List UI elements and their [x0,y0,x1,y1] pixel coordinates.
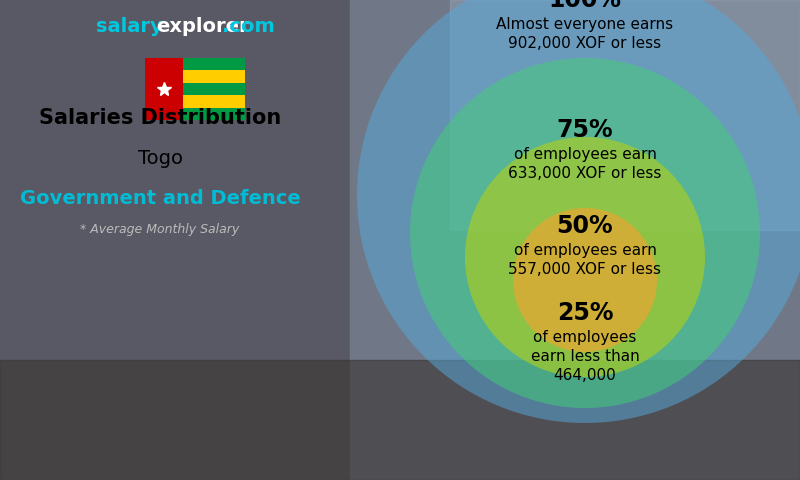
Text: 100%: 100% [549,0,622,12]
Circle shape [410,58,760,408]
Bar [0,360,800,480]
Text: 50%: 50% [557,214,614,238]
Text: 75%: 75% [557,118,614,142]
Bar [145,95,245,108]
Text: salary: salary [96,17,162,36]
Circle shape [357,0,800,423]
Bar [145,71,245,83]
Text: of employees
earn less than
464,000: of employees earn less than 464,000 [530,330,639,384]
Text: Salaries Distribution: Salaries Distribution [39,108,281,128]
Text: Togo: Togo [138,148,182,168]
Text: 25%: 25% [557,301,614,325]
Text: Almost everyone earns
902,000 XOF or less: Almost everyone earns 902,000 XOF or les… [497,17,674,51]
Bar [145,83,245,95]
Bar [145,58,245,71]
Bar [145,58,183,120]
Text: of employees earn
557,000 XOF or less: of employees earn 557,000 XOF or less [509,243,662,277]
Text: * Average Monthly Salary: * Average Monthly Salary [80,224,240,237]
Bar [450,0,800,230]
Bar [0,0,350,480]
Text: of employees earn
633,000 XOF or less: of employees earn 633,000 XOF or less [508,147,662,181]
Text: explorer: explorer [156,17,249,36]
Circle shape [465,137,705,377]
Text: Government and Defence: Government and Defence [20,189,300,207]
Bar [145,108,245,120]
Bar [350,0,800,480]
Text: .com: .com [222,17,274,36]
Circle shape [513,208,657,352]
